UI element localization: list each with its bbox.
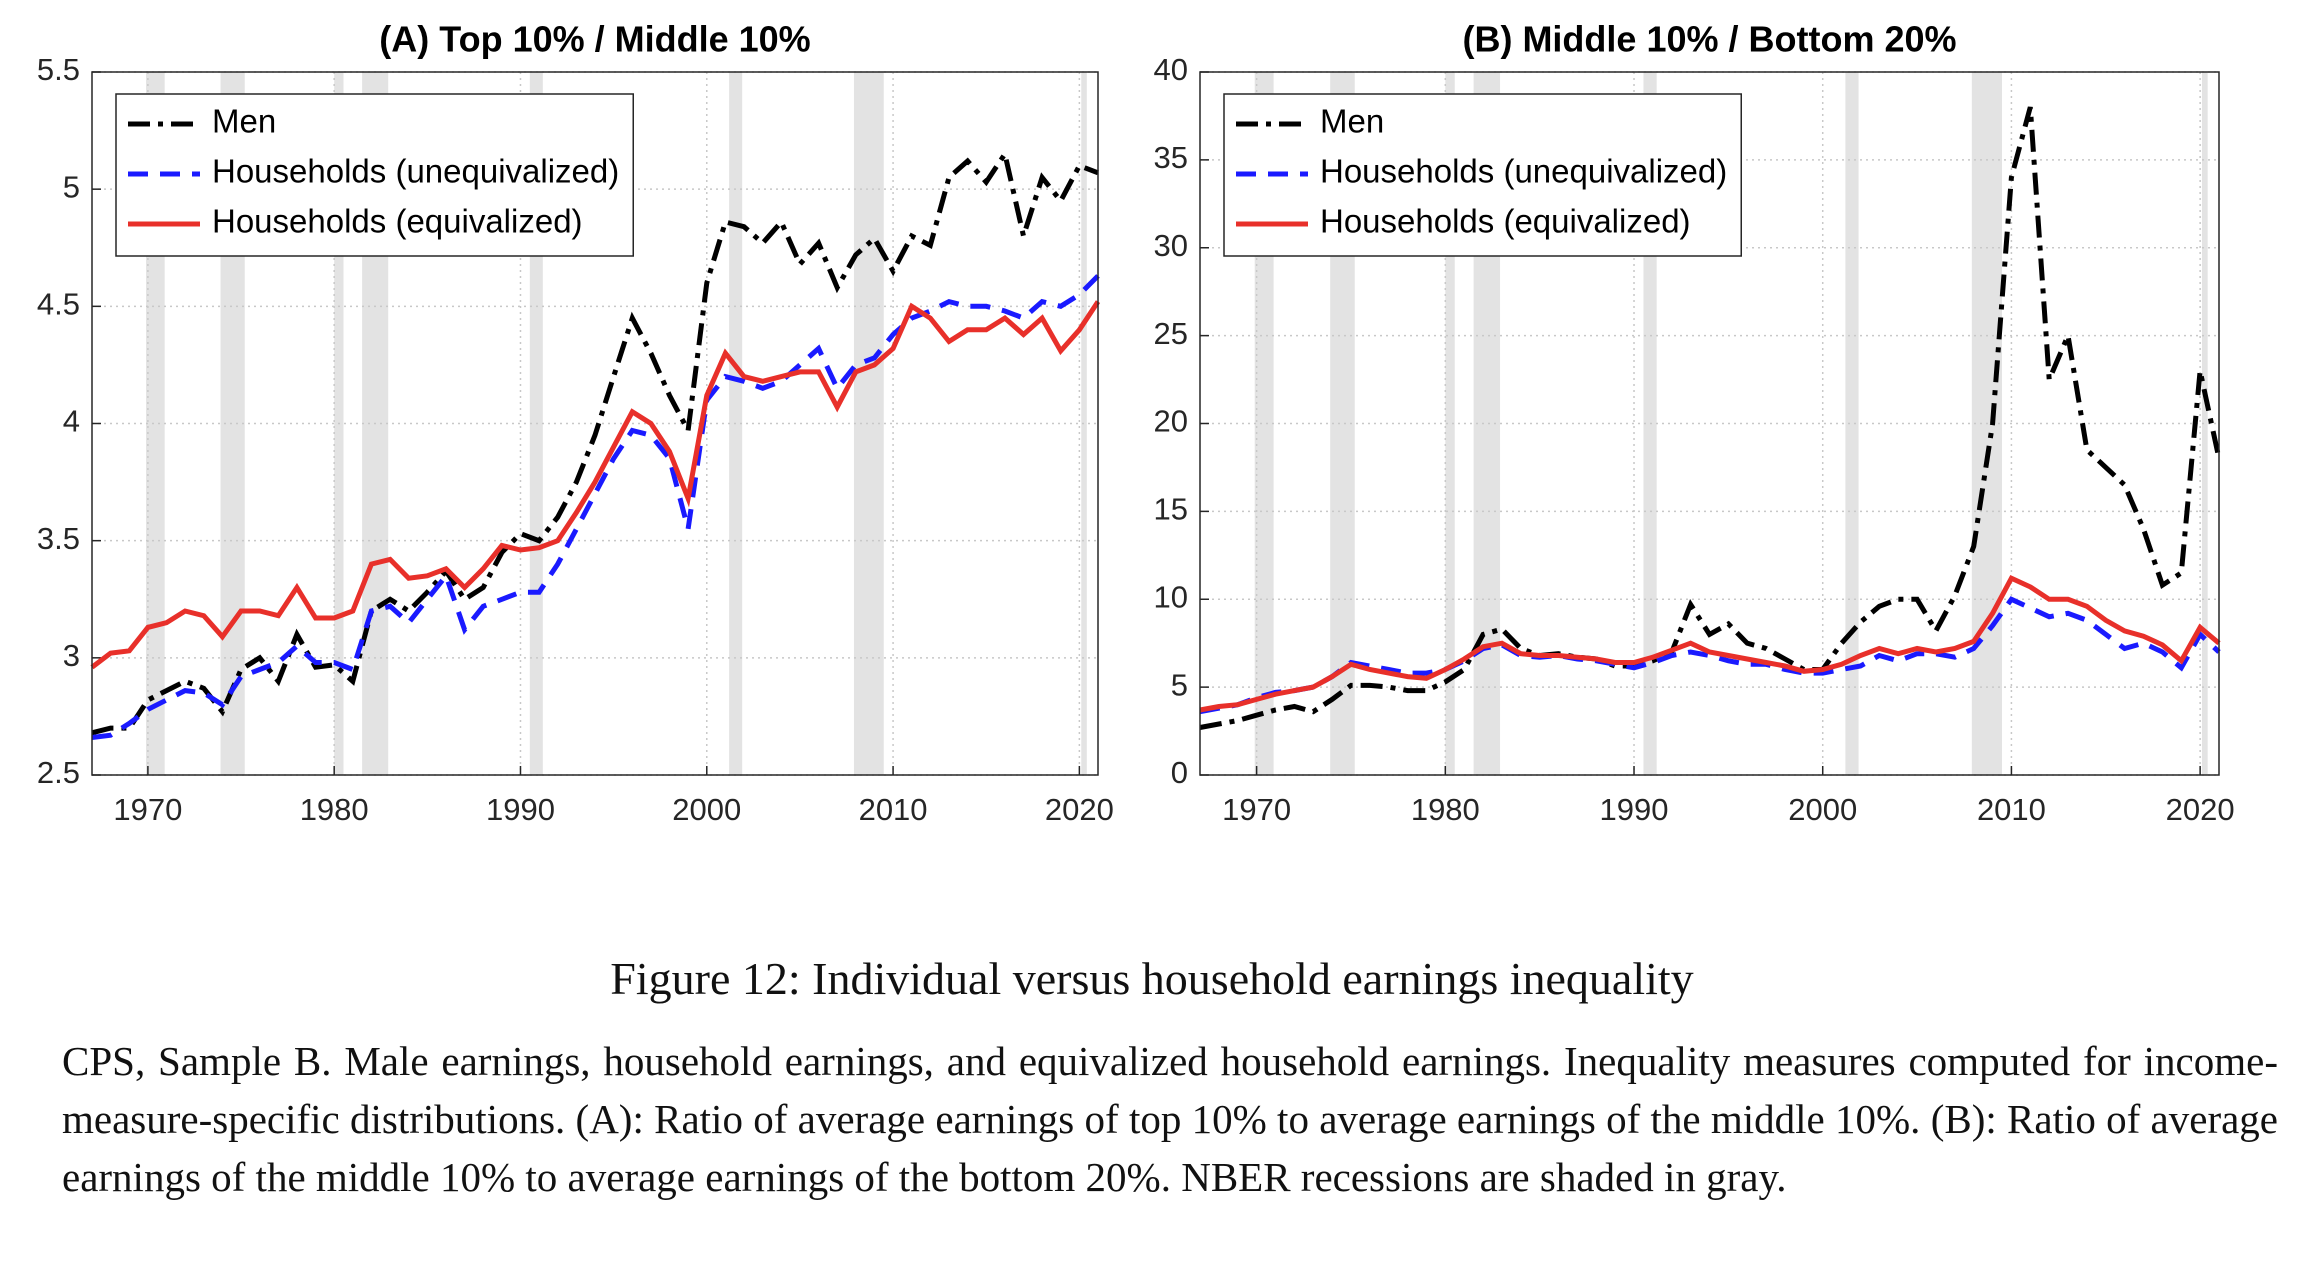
x-tick-label: 1970	[1222, 792, 1291, 827]
legend-label: Households (unequivalized)	[1320, 153, 1727, 190]
plot-frame	[1199, 71, 2220, 776]
y-tick-label: 3	[63, 638, 80, 673]
y-tick-label: 5	[63, 169, 80, 204]
y-tick-label: 35	[1154, 140, 1188, 175]
figure-caption-text: CPS, Sample B. Male earnings, household …	[62, 1038, 2278, 1200]
y-tick-label: 3.5	[37, 521, 80, 556]
recession-shade	[1081, 72, 1087, 775]
series-line	[90, 300, 1101, 670]
y-tick-label: 5	[1171, 667, 1188, 702]
series-line	[1199, 596, 2221, 715]
legend-label: Households (equivalized)	[1320, 203, 1691, 240]
recession-shade	[2202, 72, 2208, 775]
y-tick-label: 5.5	[37, 52, 80, 87]
chart-title: (B) Middle 10% / Bottom 20%	[1462, 19, 1956, 60]
y-tick-label: 2.5	[37, 755, 80, 790]
x-tick-label: 2020	[2166, 792, 2235, 827]
y-tick-label: 20	[1154, 404, 1188, 439]
x-tick-label: 1990	[486, 792, 555, 827]
y-tick-label: 25	[1154, 316, 1188, 351]
y-tick-label: 40	[1154, 52, 1188, 87]
series-line	[91, 147, 1099, 736]
y-tick-label: 4	[63, 404, 80, 439]
figure-caption-title: Figure 12: Individual versus household e…	[610, 953, 1694, 1004]
series-line	[1199, 574, 2221, 713]
chart-area: (A) Top 10% / Middle 10% 2.5 3 3.5 4 4.5 5 5.5 1…	[37, 19, 2235, 828]
y-tick-label: 10	[1154, 579, 1188, 614]
chart-title: (A) Top 10% / Middle 10%	[379, 19, 810, 60]
series-line	[1199, 106, 2222, 730]
x-tick-label: 2010	[1977, 792, 2046, 827]
x-tick-label: 2000	[1788, 792, 1857, 827]
x-tick-label: 1970	[113, 792, 182, 827]
x-tick-label: 1990	[1600, 792, 1669, 827]
recession-shade	[1445, 72, 1455, 775]
plot-frame	[91, 71, 1099, 776]
x-tick-label: 1980	[300, 792, 369, 827]
legend-box	[115, 93, 634, 257]
x-tick-label: 2000	[672, 792, 741, 827]
series-line	[91, 274, 1100, 740]
legend-label: Men	[212, 103, 276, 140]
legend-label: Households (equivalized)	[212, 203, 583, 240]
y-tick-label: 30	[1154, 228, 1188, 263]
y-tick-label: 0	[1171, 755, 1188, 790]
legend-label: Households (unequivalized)	[212, 153, 619, 190]
legend-box	[1223, 93, 1742, 257]
legend-label: Men	[1320, 103, 1384, 140]
y-tick-label: 15	[1154, 492, 1188, 527]
x-tick-label: 2020	[1045, 792, 1114, 827]
y-tick-label: 4.5	[37, 287, 80, 322]
x-tick-label: 1980	[1411, 792, 1480, 827]
x-tick-label: 2010	[859, 792, 928, 827]
